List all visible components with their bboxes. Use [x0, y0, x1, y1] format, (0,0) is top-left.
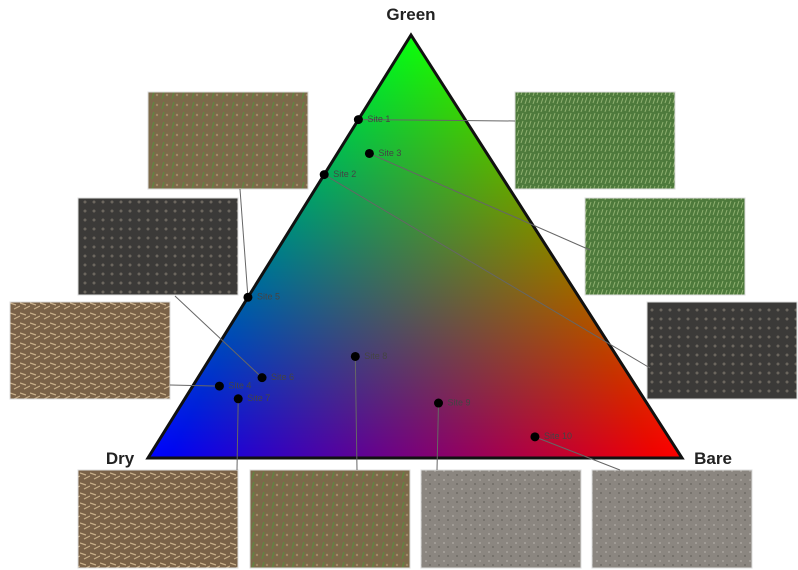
- site-point: [320, 170, 329, 179]
- site-point: [365, 149, 374, 158]
- photo: [647, 302, 797, 399]
- site-point: [258, 373, 267, 382]
- site-point: [243, 293, 252, 302]
- site-point: [434, 399, 443, 408]
- site-label: Site 3: [378, 148, 401, 158]
- photo: [421, 470, 581, 568]
- site-label: Site 2: [333, 169, 356, 179]
- photo: [10, 302, 170, 399]
- site-label: Site 8: [364, 351, 387, 361]
- leader-line: [240, 189, 248, 297]
- photo: [78, 470, 238, 568]
- site-label: Site 5: [257, 292, 280, 302]
- photo: [592, 470, 752, 568]
- site-label: Site 6: [271, 372, 294, 382]
- photo: [250, 470, 410, 568]
- site-point: [530, 432, 539, 441]
- photo: [78, 198, 238, 295]
- site-point: [234, 394, 243, 403]
- corner-label: Green: [386, 5, 435, 24]
- site-label: Site 10: [544, 431, 572, 441]
- photo: [148, 92, 308, 189]
- site-point: [351, 352, 360, 361]
- corner-label: Bare: [694, 449, 732, 468]
- site-label: Site 4: [228, 380, 251, 390]
- site-point: [215, 382, 224, 391]
- site-label: Site 7: [247, 393, 270, 403]
- photo: [585, 198, 745, 295]
- photo: [515, 92, 675, 189]
- site-point: [354, 115, 363, 124]
- corner-label: Dry: [106, 449, 135, 468]
- site-label: Site 9: [448, 397, 471, 407]
- ternary-figure: Site 1 Site 2 Site 3 Site 4 Site 5 Site 6 Site…: [0, 0, 798, 570]
- site-label: Site 1: [367, 114, 390, 124]
